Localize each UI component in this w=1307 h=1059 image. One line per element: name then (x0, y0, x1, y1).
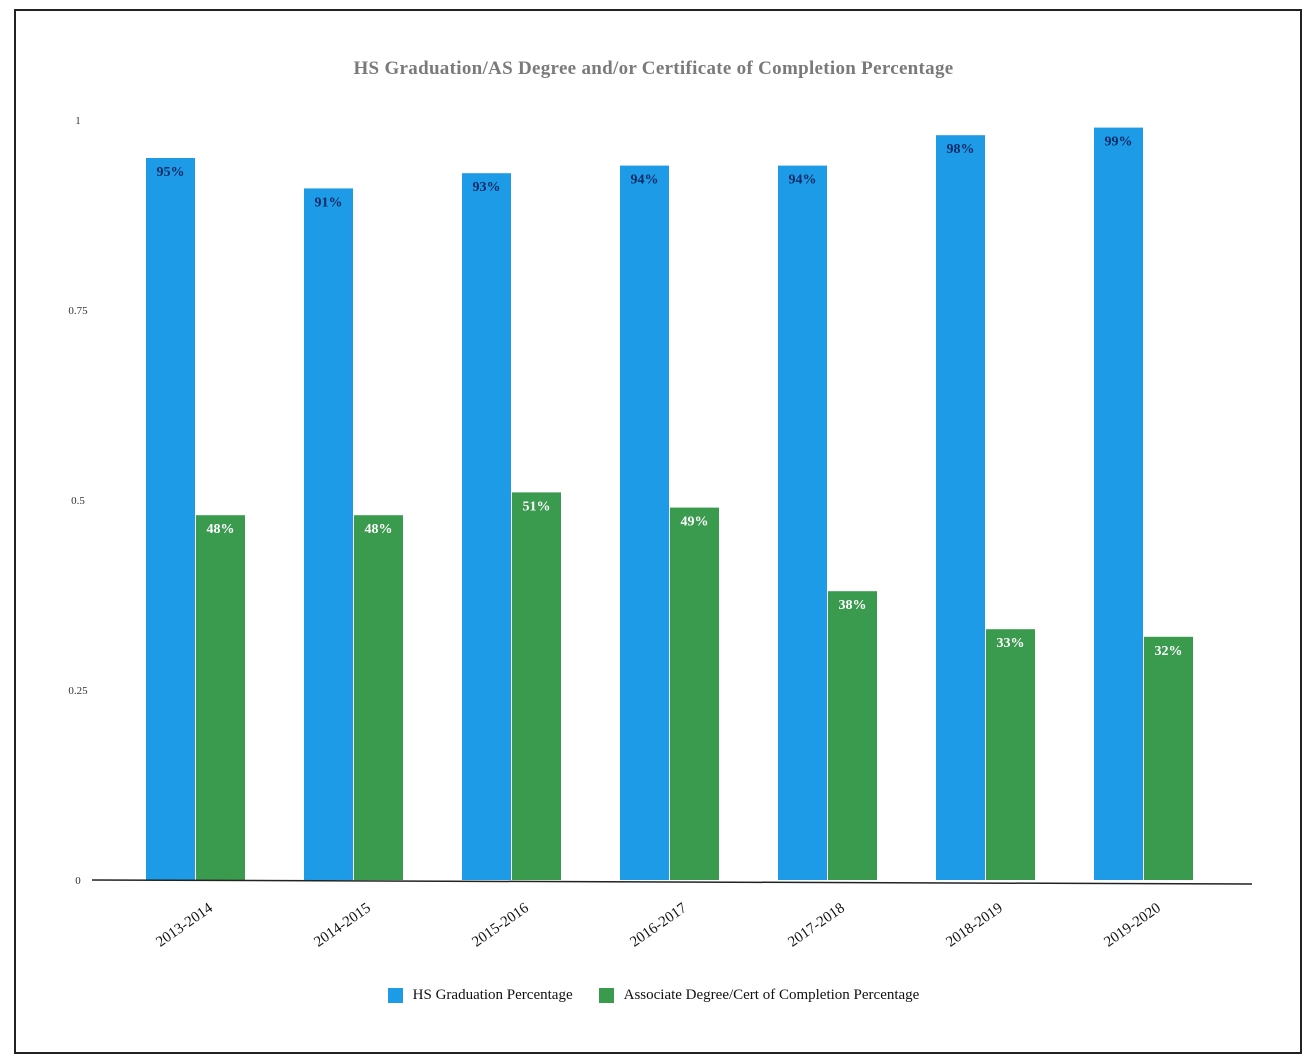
bar-data-label: 51% (523, 499, 551, 514)
bar (462, 173, 511, 880)
chart-legend: HS Graduation Percentage Associate Degre… (0, 987, 1307, 1004)
x-tick-label: 2017-2018 (785, 900, 847, 950)
y-tick-label: 0.5 (71, 495, 85, 507)
bar (304, 188, 353, 880)
bar (1094, 127, 1143, 881)
y-tick-label: 0 (75, 875, 81, 887)
bar (196, 515, 245, 880)
x-tick-label: 2015-2016 (469, 900, 532, 951)
y-tick-label: 0.75 (68, 305, 88, 317)
bar (146, 158, 195, 880)
bar (512, 492, 561, 880)
bar-data-label: 98% (947, 142, 975, 157)
y-tick-label: 0.25 (68, 685, 88, 697)
x-tick-label: 2018-2019 (943, 900, 1005, 950)
bar-data-label: 94% (789, 173, 817, 188)
bar-data-label: 94% (631, 173, 659, 188)
bar-data-label: 32% (1155, 644, 1183, 659)
bar-data-label: 38% (839, 598, 867, 613)
bar-data-label: 99% (1105, 135, 1133, 150)
y-tick-label: 1 (75, 115, 81, 127)
bar-data-label: 91% (315, 195, 343, 210)
legend-swatch-associate-degree (598, 988, 614, 1003)
bar (936, 135, 985, 880)
x-tick-label: 2013-2014 (153, 900, 216, 951)
legend-item-hs-graduation: HS Graduation Percentage (387, 987, 573, 1004)
bar-data-label: 95% (157, 165, 185, 180)
x-axis-line (91, 879, 1253, 885)
x-tick-label: 2016-2017 (627, 900, 690, 951)
bar-data-label: 93% (473, 180, 501, 195)
bar (828, 591, 877, 880)
legend-item-associate-degree: Associate Degree/Cert of Completion Perc… (598, 987, 920, 1004)
x-tick-label: 2014-2015 (311, 900, 373, 950)
bar-data-label: 48% (365, 522, 393, 537)
bar (778, 165, 827, 881)
x-tick-label: 2019-2020 (1101, 900, 1163, 950)
legend-label-associate-degree: Associate Degree/Cert of Completion Perc… (623, 987, 920, 1003)
bar-data-label: 33% (997, 636, 1025, 651)
bar-data-label: 48% (207, 522, 235, 537)
legend-swatch-hs-graduation (387, 988, 403, 1003)
bar (620, 165, 669, 881)
bar-data-label: 49% (681, 515, 709, 530)
bar (986, 629, 1035, 880)
bar (1144, 636, 1193, 880)
chart-title: HS Graduation/AS Degree and/or Certifica… (353, 58, 954, 79)
bar (354, 515, 403, 880)
legend-label-hs-graduation: HS Graduation Percentage (412, 987, 573, 1003)
bar (670, 507, 719, 880)
